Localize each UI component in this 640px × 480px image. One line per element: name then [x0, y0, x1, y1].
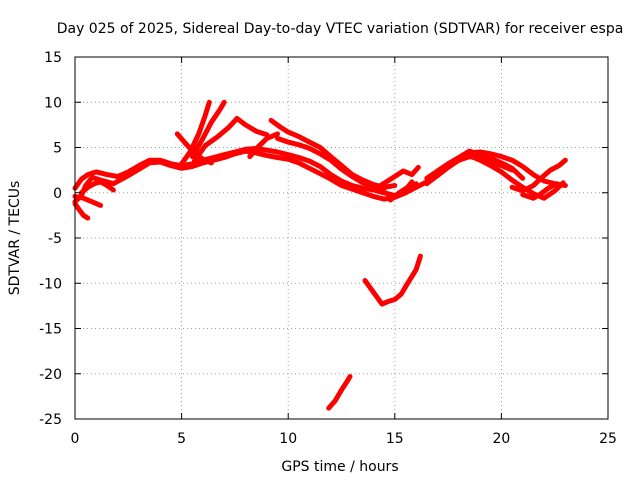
series-arc-5	[78, 179, 116, 196]
y-tick-label: -25	[39, 412, 62, 428]
y-tick-label: -10	[39, 276, 62, 292]
series-arc-2	[72, 148, 430, 205]
series-arc-20	[509, 157, 568, 194]
y-tick-label: -5	[48, 231, 62, 247]
series-arc-1	[72, 145, 419, 198]
y-tick-label: -15	[39, 322, 62, 338]
y-tick-label: 5	[53, 141, 62, 157]
series-arc-21	[520, 181, 560, 201]
chart-title: Day 025 of 2025, Sidereal Day-to-day VTE…	[57, 21, 624, 37]
series-arc-9	[191, 116, 240, 164]
x-tick-label: 0	[71, 431, 80, 447]
axis-ticks	[74, 56, 609, 420]
x-tick-label: 15	[386, 431, 404, 447]
series-arc-22	[362, 253, 423, 307]
series-arc-15	[388, 179, 415, 203]
x-tick-labels: 0 5 10 15 20 25	[71, 431, 617, 447]
x-tick-label: 25	[599, 431, 617, 447]
series-arc-19	[445, 154, 515, 173]
series-arc-3	[72, 201, 91, 221]
y-tick-labels: -25 -20 -15 -10 -5 0 5 10 15	[39, 50, 62, 428]
y-axis-label: SDTVAR / TECUs	[7, 181, 23, 296]
y-tick-label: 15	[44, 50, 62, 66]
x-tick-label: 20	[492, 431, 510, 447]
series-arc-14	[375, 164, 421, 190]
series-arc-10	[234, 116, 270, 138]
data-series	[72, 99, 568, 411]
x-tick-label: 10	[279, 431, 297, 447]
series-arc-11	[247, 131, 280, 160]
y-tick-label: -20	[39, 367, 62, 383]
series-arc-13	[275, 135, 387, 192]
x-axis-label: GPS time / hours	[281, 459, 398, 475]
y-tick-label: 0	[53, 186, 62, 202]
series-arc-7	[179, 99, 212, 167]
series-arc-4	[72, 193, 104, 208]
y-tick-label: 10	[44, 95, 62, 111]
x-tick-label: 5	[177, 431, 186, 447]
plot-frame	[74, 56, 609, 420]
series-arc-8	[189, 99, 227, 160]
grid-lines	[75, 57, 608, 419]
series-arc-23	[326, 374, 353, 411]
